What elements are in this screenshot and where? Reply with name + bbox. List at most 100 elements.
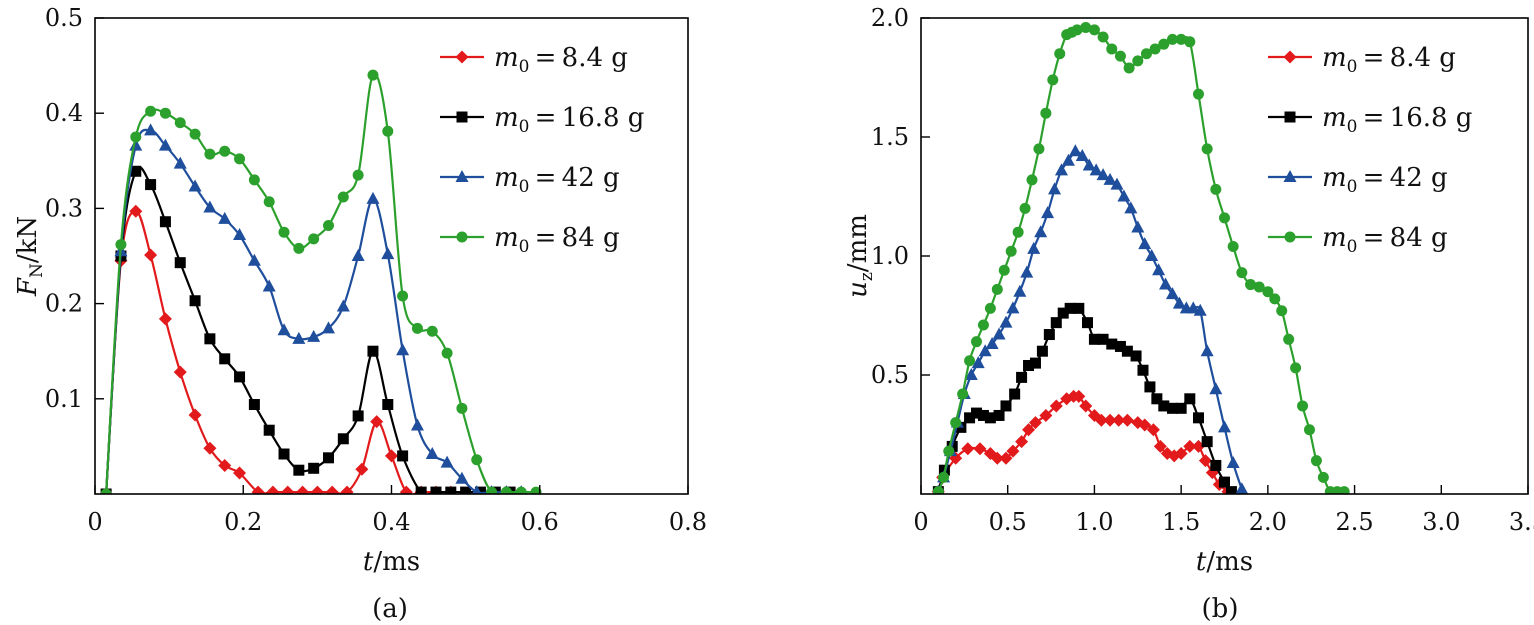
series-square bbox=[100, 165, 516, 494]
data-point bbox=[1262, 286, 1274, 298]
data-point bbox=[144, 248, 158, 262]
data-point bbox=[204, 148, 216, 160]
data-point bbox=[263, 196, 275, 208]
math-symbol: m bbox=[1322, 103, 1347, 133]
data-point bbox=[397, 450, 409, 462]
math-subscript: 0 bbox=[1347, 57, 1358, 77]
data-point bbox=[984, 302, 996, 314]
data-point bbox=[1016, 371, 1028, 383]
data-point bbox=[1192, 412, 1204, 424]
data-point bbox=[1158, 400, 1170, 412]
data-point bbox=[1124, 201, 1138, 214]
data-point bbox=[277, 323, 291, 336]
data-point bbox=[336, 299, 350, 312]
data-point bbox=[411, 322, 423, 334]
data-point bbox=[174, 257, 186, 269]
data-point bbox=[1184, 393, 1196, 405]
legend-item: m0 = 8.4 g bbox=[1268, 43, 1456, 77]
data-point bbox=[218, 458, 232, 472]
data-point bbox=[1071, 24, 1083, 36]
x-tick-label: 0.5 bbox=[989, 508, 1027, 536]
data-point bbox=[340, 485, 354, 494]
data-point bbox=[1138, 418, 1152, 432]
data-point bbox=[399, 485, 413, 494]
data-point bbox=[932, 486, 944, 494]
data-point bbox=[1050, 317, 1062, 329]
data-point bbox=[1088, 333, 1100, 345]
data-point bbox=[1096, 168, 1110, 181]
data-point bbox=[100, 488, 112, 494]
data-point bbox=[218, 211, 232, 224]
data-point bbox=[1210, 459, 1222, 471]
x-tick-label: 1.0 bbox=[1075, 508, 1113, 536]
data-point bbox=[204, 333, 216, 345]
math-text: = 84 g bbox=[1357, 223, 1447, 253]
math-text: = 16.8 g bbox=[529, 103, 644, 133]
data-point bbox=[500, 486, 512, 494]
data-point bbox=[173, 365, 187, 379]
data-point bbox=[999, 315, 1013, 328]
math-subscript: 0 bbox=[1347, 177, 1358, 197]
data-point bbox=[1072, 389, 1086, 403]
data-point bbox=[1219, 212, 1230, 224]
data-point bbox=[1120, 413, 1134, 427]
x-axis-label: t/ms bbox=[1196, 547, 1253, 577]
data-point bbox=[1103, 413, 1117, 427]
data-point bbox=[1112, 413, 1126, 427]
math-symbol: m bbox=[1322, 43, 1347, 73]
data-point bbox=[474, 486, 486, 494]
data-point bbox=[1290, 362, 1302, 374]
data-point bbox=[957, 388, 969, 400]
math-subscript: 0 bbox=[1347, 237, 1358, 257]
x-tick-label: 1.5 bbox=[1162, 508, 1200, 536]
math-subscript: 0 bbox=[519, 57, 530, 77]
data-point bbox=[1253, 281, 1265, 293]
data-point bbox=[266, 485, 280, 494]
data-point bbox=[973, 442, 987, 456]
data-point bbox=[1193, 303, 1207, 316]
data-point bbox=[367, 69, 379, 81]
y-axis-label: FN/kN bbox=[13, 216, 47, 297]
legend: m0 = 8.4 gm0 = 16.8 gm0 = 42 gm0 = 84 g bbox=[440, 43, 644, 257]
math-text: = 42 g bbox=[1357, 163, 1447, 193]
math-subscript: 0 bbox=[519, 117, 530, 137]
data-point bbox=[1198, 454, 1212, 468]
x-axis-label: t/ms bbox=[363, 547, 420, 577]
legend-label: m0 = 84 g bbox=[1322, 223, 1448, 257]
data-point bbox=[1094, 413, 1108, 427]
data-point bbox=[1088, 24, 1100, 36]
data-point bbox=[991, 283, 1003, 295]
data-point bbox=[426, 325, 438, 337]
x-tick-label: 0.2 bbox=[224, 508, 262, 536]
data-point bbox=[115, 239, 127, 251]
data-point bbox=[964, 412, 976, 424]
data-point bbox=[1152, 263, 1166, 276]
data-point bbox=[337, 191, 349, 203]
series-diamond bbox=[99, 204, 458, 494]
x-tick-label: 0 bbox=[913, 508, 928, 536]
data-point bbox=[961, 442, 975, 456]
data-point bbox=[385, 449, 398, 463]
y-tick-label: 0.5 bbox=[871, 361, 909, 389]
legend-item: m0 = 84 g bbox=[1268, 223, 1448, 257]
data-point bbox=[1132, 55, 1144, 67]
panel-caption: (b) bbox=[1202, 594, 1239, 624]
y-tick-label: 1.0 bbox=[871, 242, 909, 270]
data-point bbox=[351, 249, 365, 261]
math-text: /kN bbox=[13, 216, 43, 263]
series-line bbox=[105, 72, 537, 494]
data-point bbox=[1114, 50, 1126, 62]
y-tick-label: 2.0 bbox=[871, 4, 909, 32]
data-point bbox=[203, 200, 217, 213]
data-point bbox=[1144, 381, 1156, 393]
data-point bbox=[352, 410, 364, 422]
data-point bbox=[145, 105, 157, 117]
legend-item: m0 = 42 g bbox=[440, 163, 620, 197]
legend-item: m0 = 16.8 g bbox=[1268, 103, 1472, 137]
data-point bbox=[321, 321, 335, 334]
data-point bbox=[189, 295, 201, 307]
math-symbol: m bbox=[1322, 163, 1347, 193]
legend-item: m0 = 84 g bbox=[440, 223, 620, 257]
data-point bbox=[1047, 74, 1059, 86]
data-point bbox=[456, 111, 468, 123]
